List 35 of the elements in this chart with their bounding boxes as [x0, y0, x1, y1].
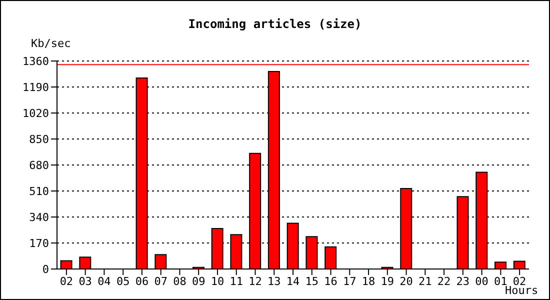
- x-tick-label: 04: [98, 274, 112, 288]
- x-tick-label: 09: [192, 274, 206, 288]
- y-tick-label: 0: [42, 262, 49, 276]
- x-tick-label: 14: [286, 274, 300, 288]
- x-tick-label: 21: [418, 274, 432, 288]
- x-tick-label: 03: [78, 274, 92, 288]
- x-tick-label: 12: [248, 274, 262, 288]
- x-tick-label: 20: [400, 274, 413, 288]
- x-tick-label: 08: [173, 274, 186, 288]
- x-tick-label: 11: [230, 274, 243, 288]
- chart-title: Incoming articles (size): [187, 17, 363, 31]
- y-tick-label: 850: [29, 132, 49, 146]
- x-tick-label: 10: [210, 274, 224, 288]
- x-tick-label: 22: [437, 274, 451, 288]
- x-tick-label: 13: [267, 274, 281, 288]
- y-tick-label: 1020: [22, 106, 49, 120]
- y-tick-label: 1360: [22, 54, 49, 68]
- x-tick-label: 23: [456, 274, 470, 288]
- x-tick-label: 18: [362, 274, 376, 288]
- x-tick-label: 05: [116, 274, 130, 288]
- x-tick-label: 01: [494, 274, 508, 288]
- y-tick-label: 510: [29, 184, 49, 198]
- x-tick-label: 00: [475, 274, 488, 288]
- x-tick-label: 16: [324, 274, 338, 288]
- x-tick-label: 17: [343, 274, 356, 288]
- y-tick-label: 170: [29, 236, 49, 250]
- x-tick-label: 19: [380, 274, 394, 288]
- y-axis-title: Kb/sec: [31, 37, 71, 50]
- x-tick-label: 07: [154, 274, 168, 288]
- x-tick-label: 15: [305, 274, 319, 288]
- y-tick-label: 680: [29, 158, 49, 172]
- y-tick-label: 340: [29, 210, 49, 224]
- y-tick-label: 1190: [22, 80, 49, 94]
- x-tick-label: 06: [135, 274, 149, 288]
- x-tick-label: 02: [60, 274, 74, 288]
